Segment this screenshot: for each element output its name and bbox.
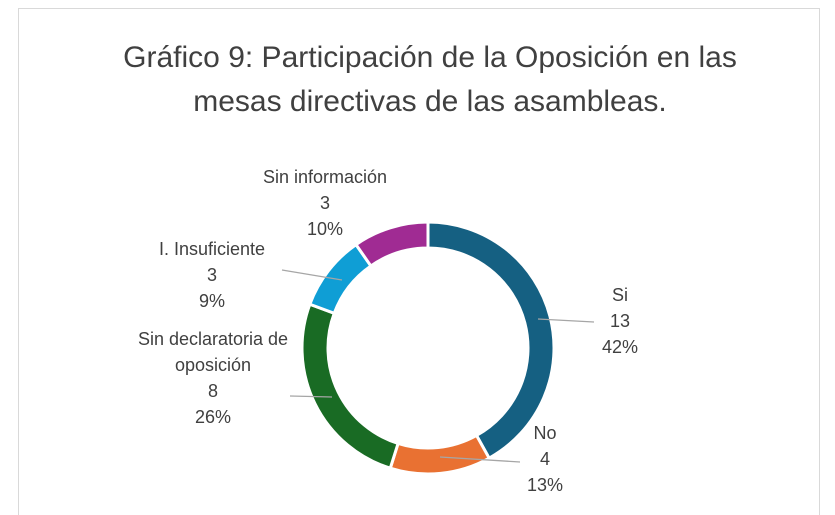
data-label: Sin información 3 10% — [255, 164, 395, 242]
label-percent: 13% — [526, 475, 564, 495]
label-name: I. Insuficiente — [158, 239, 266, 259]
data-label: Sin declaratoria de oposición 8 26% — [133, 326, 293, 430]
label-name: Sin declaratoria de oposición — [137, 329, 289, 375]
label-percent: 42% — [601, 337, 639, 357]
chart-frame — [18, 8, 820, 515]
label-name: No — [533, 423, 557, 443]
label-name: Sin información — [262, 167, 388, 187]
data-label: I. Insuficiente 3 9% — [132, 236, 292, 314]
leader-line — [537, 318, 595, 323]
label-percent: 9% — [198, 291, 225, 311]
leader-line — [289, 395, 333, 398]
label-percent: 26% — [194, 407, 232, 427]
leader-line — [439, 456, 521, 463]
label-percent: 10% — [306, 219, 344, 239]
label-value: 4 — [539, 449, 550, 469]
donut-slice — [388, 433, 492, 476]
label-value: 3 — [206, 265, 217, 285]
label-value: 3 — [319, 193, 330, 213]
donut-slice — [353, 220, 430, 269]
label-value: 13 — [609, 311, 631, 331]
label-name: Si — [611, 285, 628, 305]
leader-line — [281, 269, 343, 281]
leader-lines — [281, 269, 595, 463]
donut-slice — [300, 302, 400, 471]
chart-title: Gráfico 9: Participación de la Oposición… — [123, 41, 737, 118]
data-label: No 4 13% — [515, 420, 575, 498]
label-value: 8 — [207, 381, 218, 401]
data-label: Si 13 42% — [590, 282, 650, 360]
